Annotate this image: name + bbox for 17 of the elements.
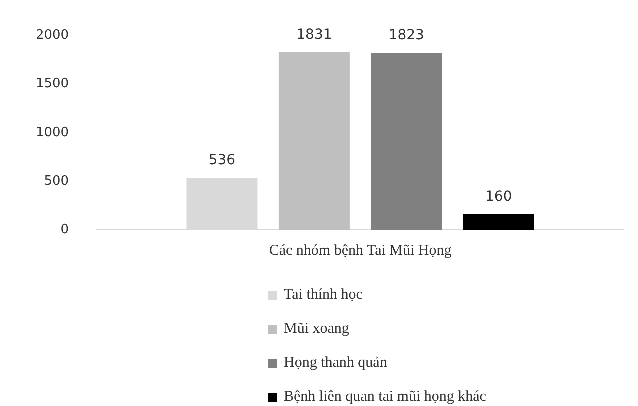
data-label: 160	[485, 189, 512, 206]
y-tick-label: 1000	[36, 125, 70, 140]
x-tick-label: Các nhóm bệnh Tai Mũi Họng	[269, 242, 452, 259]
y-tick-label: 500	[44, 174, 70, 189]
data-label: 1831	[296, 26, 332, 43]
bar	[278, 52, 350, 230]
y-tick-label: 0	[60, 222, 70, 238]
y-tick-label: 2000	[36, 28, 70, 44]
bar	[463, 214, 534, 230]
data-label: 1823	[388, 28, 424, 44]
y-tick-label: 1500	[36, 76, 70, 92]
legend-label: Tai thính học	[284, 286, 363, 304]
data-label: 536	[208, 152, 236, 169]
legend-label: Bệnh liên quan tai mũi họng khác	[284, 388, 486, 406]
legend-label: Họng thanh quản	[284, 354, 388, 372]
bar	[371, 52, 442, 230]
legend-label: Mũi xoang	[284, 320, 350, 338]
